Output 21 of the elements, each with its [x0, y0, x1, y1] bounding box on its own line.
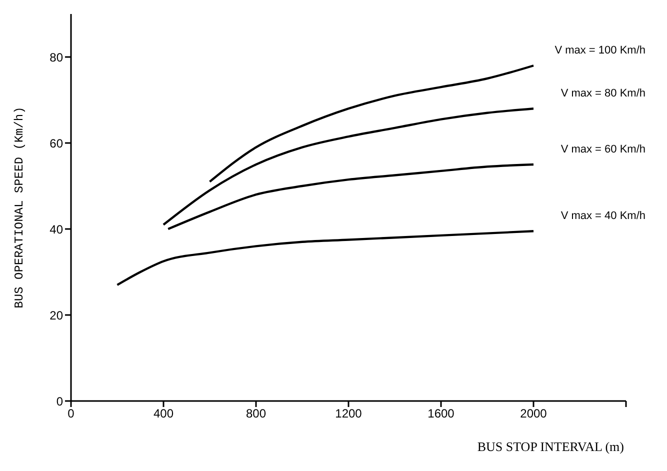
text: V max = 60 Km/h: [560, 144, 646, 156]
y-tick-label: 40: [50, 222, 64, 236]
y-axis-title: BUS OPERATIONAL SPEED (Km/h): [12, 106, 26, 308]
x-axis-title: BUS STOP INTERVAL (m): [477, 439, 624, 454]
line-series: [162, 108, 535, 226]
y-tick-label: 0: [56, 394, 64, 408]
line-series: [208, 64, 535, 183]
x-tick-label: 800: [246, 406, 266, 421]
text: V max = 40 Km/h: [560, 210, 646, 222]
line-series: [116, 230, 535, 286]
x-tick-label: 1600: [428, 406, 455, 421]
x-tick-label: 0: [68, 406, 75, 421]
y-tick-label: 80: [50, 50, 64, 64]
text: V max = 100 Km/h: [554, 44, 646, 57]
x-tick-label: 2000: [520, 406, 548, 421]
y-tick-label: 20: [50, 308, 64, 322]
line-series: [167, 163, 535, 230]
x-tick-label: 400: [153, 406, 174, 421]
y-tick-label: 60: [50, 136, 64, 150]
x-tick-label: 1200: [335, 406, 362, 421]
text: V max = 80 Km/h: [560, 88, 646, 100]
